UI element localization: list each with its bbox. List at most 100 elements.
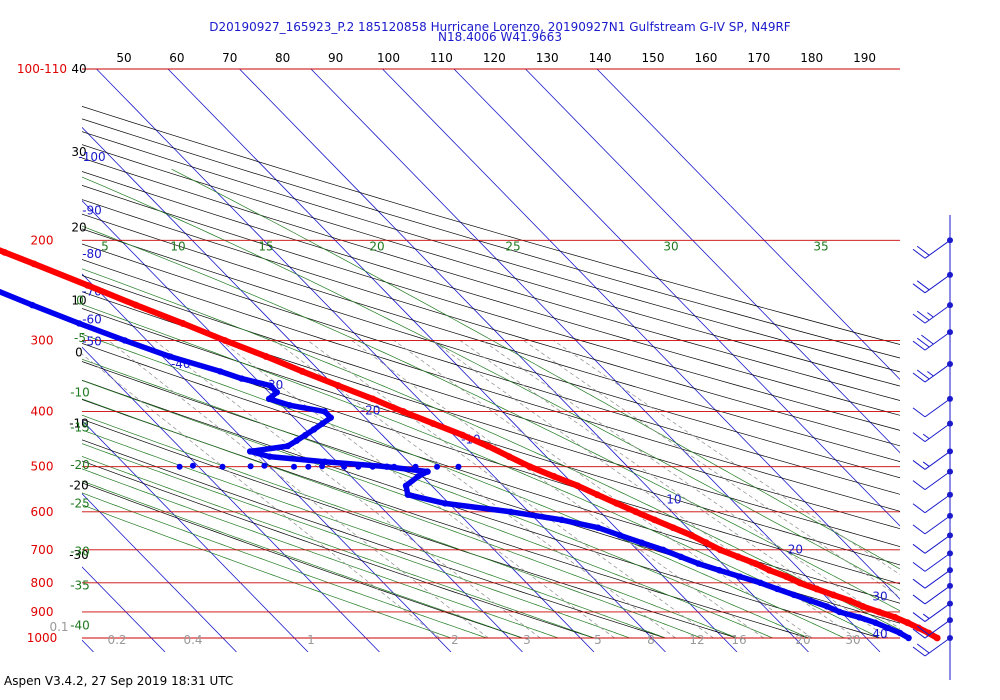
- dewpoint-point: [321, 458, 328, 465]
- top-axis-label: 110: [430, 51, 453, 65]
- wind-barb-feather: [912, 460, 926, 470]
- dewpoint-scatter-point: [291, 463, 298, 470]
- dry-adiabat-line: [82, 460, 595, 639]
- dewpoint-point: [736, 573, 744, 580]
- wind-barb-feather: [912, 432, 926, 443]
- dewpoint-scatter-point: [176, 463, 183, 470]
- dry-adiabat-line: [82, 399, 809, 639]
- isotherm-label: 30: [872, 590, 887, 604]
- isotherm-line: [82, 493, 237, 652]
- dry-adiabat-line: [82, 379, 881, 639]
- isotherm-line: [82, 200, 523, 652]
- height-label: -30: [69, 548, 89, 562]
- dry-adiabat-line: [82, 482, 523, 639]
- wind-barb-feather: [912, 646, 926, 657]
- wind-barb-feather: [912, 524, 926, 535]
- height-label: 40: [71, 62, 86, 76]
- wind-barb-half-feather: [927, 312, 934, 318]
- top-axis-label: 70: [222, 51, 237, 65]
- dewpoint-point: [677, 553, 685, 561]
- wind-barb-feather: [912, 503, 926, 514]
- dewpoint-point: [872, 619, 879, 626]
- wind-barb-half-feather: [922, 613, 930, 619]
- dry-adiabat-label: 35: [813, 239, 828, 253]
- dry-adiabat-line: [82, 361, 900, 624]
- mixing-ratio-label: 2: [451, 633, 459, 647]
- moist-adiabat-line: [82, 443, 630, 639]
- wind-barb: [912, 468, 953, 491]
- dewpoint-point: [238, 375, 245, 382]
- dewpoint-point: [774, 585, 781, 593]
- dewpoint-point: [507, 508, 514, 515]
- wind-barb-feather: [912, 313, 926, 324]
- dry-adiabat-line: [82, 439, 666, 639]
- dewpoint-point: [716, 566, 723, 574]
- moist-adiabat-line: [82, 380, 773, 639]
- dewpoint-point: [166, 353, 173, 360]
- dewpoint-point: [76, 320, 83, 327]
- dry-adiabat-label: 10: [170, 239, 185, 253]
- isotherm-label: -20: [361, 404, 381, 418]
- dry-adiabat-label: 30: [663, 239, 678, 253]
- isotherm-label: 20: [788, 542, 803, 556]
- dry-adiabat-line: [82, 275, 900, 530]
- top-axis-label: 150: [642, 51, 665, 65]
- top-axis-label: 130: [536, 51, 559, 65]
- wind-barb-feather: [916, 625, 930, 636]
- wind-barb-feather: [912, 480, 926, 491]
- isotherm-label: -90: [82, 203, 102, 217]
- moist-adiabat-label: -35: [70, 578, 90, 592]
- wind-barb-feather: [912, 578, 926, 589]
- dewpoint-scatter-point: [434, 463, 441, 470]
- wind-barb-feather: [912, 612, 926, 622]
- moist-adiabat-label: -25: [70, 496, 90, 510]
- dewpoint-scatter-point: [369, 463, 376, 470]
- mixing-ratio-label: 30: [845, 633, 860, 647]
- dewpoint-point: [383, 463, 391, 470]
- height-label: 10: [71, 293, 86, 307]
- mixing-ratio-line: [108, 340, 489, 639]
- mixing-ratio-label: 16: [731, 633, 746, 647]
- isotherm-label: -30: [264, 378, 284, 392]
- dewpoint-point: [216, 368, 224, 375]
- dewpoint-point: [659, 546, 667, 554]
- dry-adiabat-line: [82, 228, 900, 479]
- dewpoint-scatter-point: [189, 462, 196, 469]
- pressure-label: 100-110: [17, 62, 67, 76]
- wind-barb: [912, 361, 953, 383]
- wind-barb: [912, 512, 953, 535]
- dewpoint-scatter-point: [341, 463, 348, 470]
- moist-adiabat-label: -10: [70, 385, 90, 399]
- wind-barb-feather: [912, 372, 926, 383]
- wind-barb-feather: [912, 543, 926, 554]
- dewpoint-point: [638, 539, 645, 546]
- pressure-label: 900: [31, 605, 54, 619]
- isotherm-line: [239, 69, 809, 652]
- dewpoint-point: [273, 389, 281, 396]
- top-axis-label: 160: [694, 51, 717, 65]
- wind-barb: [912, 237, 953, 259]
- dry-adiabat-line: [82, 308, 900, 566]
- dewpoint-point: [441, 500, 449, 507]
- temperature-trace: [0, 247, 941, 642]
- dry-adiabat-line: [82, 144, 900, 387]
- pressure-label: 600: [31, 505, 54, 519]
- isotherm-line: [310, 69, 881, 652]
- wind-barb: [912, 329, 953, 351]
- wind-barb-feather: [912, 561, 926, 572]
- isotherm-line: [82, 126, 595, 652]
- wind-barb: [912, 582, 953, 605]
- dewpoint-point: [558, 516, 565, 524]
- wind-barb: [912, 600, 953, 622]
- dry-adiabat-line: [82, 418, 738, 639]
- wind-barb-shaft: [924, 534, 951, 554]
- pressure-label: 700: [31, 543, 54, 557]
- dewpoint-point: [327, 414, 334, 421]
- mixing-ratio-label: 0.2: [107, 633, 126, 647]
- dewpoint-point: [29, 301, 36, 309]
- pressure-label: 800: [31, 576, 54, 590]
- dry-adiabat-line: [82, 118, 900, 359]
- mixing-ratio-label: 0.4: [183, 633, 202, 647]
- dewpoint-point: [265, 395, 273, 403]
- dewpoint-point: [266, 453, 273, 460]
